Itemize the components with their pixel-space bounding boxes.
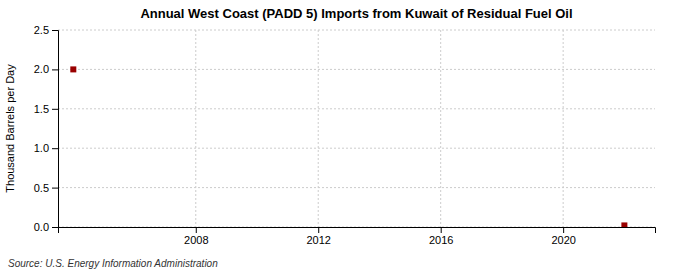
y-tick-label: 2.5: [34, 24, 49, 36]
y-tick-mark: [52, 30, 58, 31]
x-axis-line: [59, 228, 656, 234]
y-grid-line: [58, 108, 655, 109]
y-tick: 2.0: [34, 63, 58, 75]
point: [70, 66, 76, 72]
y-axis: 0.0 0.5 1.0 1.5 2.0 2.5: [34, 24, 59, 233]
x-tick-label: 2016: [429, 234, 453, 246]
x-grid-line: [318, 30, 319, 227]
y-tick-mark: [52, 227, 58, 228]
plot-area: 2008 2012 2016 2020 0.0 0.5 1.0 1.5 2.0 2.5: [34, 24, 656, 246]
y-tick-label: 2.0: [34, 63, 49, 75]
x-tick: 2020: [551, 227, 575, 246]
x-grid-line: [195, 30, 196, 227]
x-tick: 2008: [184, 227, 208, 246]
x-tick-label: 2008: [184, 234, 208, 246]
grid: [58, 30, 655, 227]
y-tick-label: 1.0: [34, 142, 49, 154]
point: [621, 222, 627, 227]
x-tick: 2012: [306, 227, 330, 246]
y-tick: 0.5: [34, 182, 58, 194]
y-tick-mark: [52, 109, 58, 110]
y-tick-mark: [52, 69, 58, 70]
x-tick: 2016: [429, 227, 453, 246]
y-tick: 0.0: [34, 221, 58, 233]
y-axis-line: [52, 31, 59, 228]
x-axis: 2008 2012 2016 2020: [59, 227, 656, 246]
y-tick: 1.0: [34, 142, 58, 154]
x-tick-mark: [196, 227, 197, 233]
y-tick-label: 0.5: [34, 182, 49, 194]
y-axis-title: Thousand Barrels per Day: [4, 64, 16, 193]
y-tick: 1.5: [34, 103, 58, 115]
y-tick: 2.5: [34, 24, 58, 36]
y-grid-line: [58, 69, 655, 70]
x-tick-mark: [318, 227, 319, 233]
x-tick-mark: [441, 227, 442, 233]
x-tick-mark: [563, 227, 564, 233]
x-tick-label: 2012: [306, 234, 330, 246]
y-grid-line: [58, 187, 655, 188]
x-grid-line: [440, 30, 441, 227]
y-tick-label: 1.5: [34, 103, 49, 115]
y-tick-mark: [52, 148, 58, 149]
y-tick-mark: [52, 188, 58, 189]
points: [70, 66, 627, 227]
chart: 2008 2012 2016 2020 0.0 0.5 1.0 1.5 2.0 2.5 Annual…: [0, 0, 675, 275]
y-grid-line: [58, 148, 655, 149]
y-tick-label: 0.0: [34, 221, 49, 233]
source-note: Source: U.S. Energy Information Administ…: [8, 258, 218, 269]
y-grid-line: [58, 30, 655, 31]
x-grid-line: [563, 30, 564, 227]
title: Annual West Coast (PADD 5) Imports from …: [140, 6, 572, 21]
x-tick-label: 2020: [551, 234, 575, 246]
